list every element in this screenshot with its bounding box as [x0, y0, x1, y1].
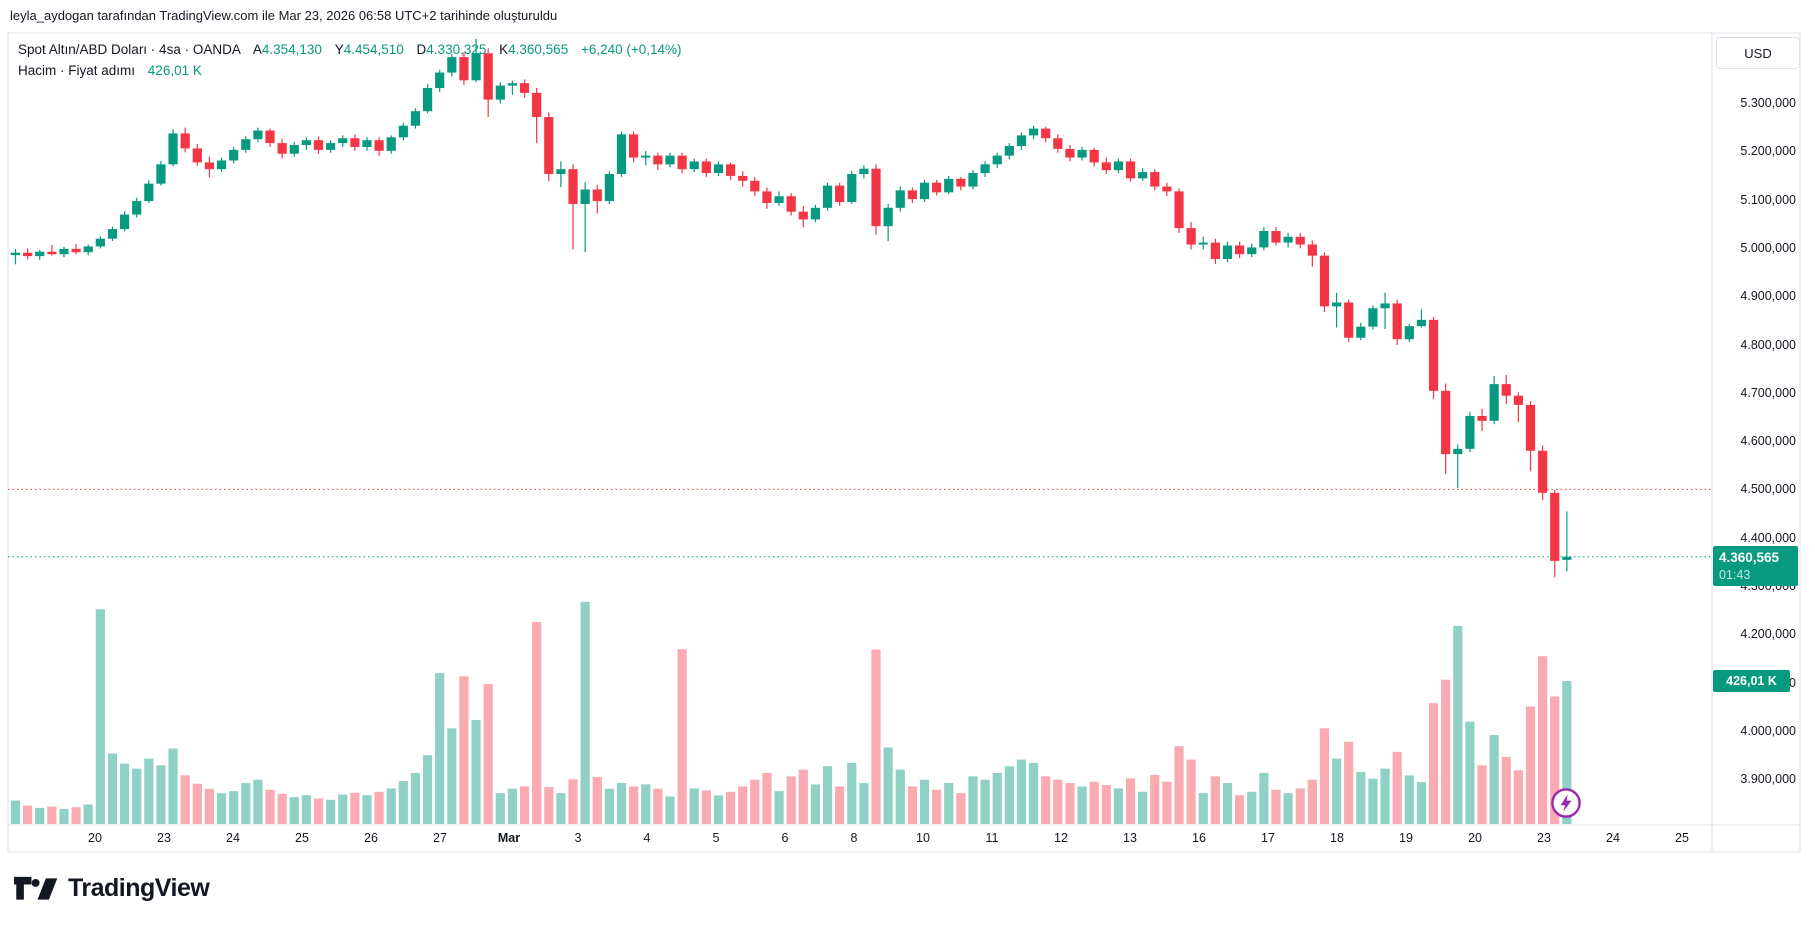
last-price-value: 4.360,565	[1719, 549, 1780, 565]
low-letter: D	[416, 42, 427, 57]
price-axis-label: 4.500,000	[1740, 482, 1796, 497]
currency-button[interactable]: USD	[1716, 37, 1800, 69]
high-value: 4.454,510	[343, 42, 404, 57]
ohlc-open: A4.354,130	[253, 42, 322, 57]
lightning-button[interactable]	[1550, 787, 1582, 819]
ohlc-close: K4.360,565	[499, 42, 568, 57]
low-value: 4.330,325	[426, 42, 487, 57]
candles	[10, 38, 1572, 578]
price-axis-label: 4.400,000	[1740, 530, 1796, 545]
volume-bars	[10, 601, 1572, 824]
time-axis-label: 11	[985, 831, 999, 845]
volume-badge: 426,01 K	[1713, 670, 1790, 693]
time-axis-label: 6	[781, 831, 789, 845]
price-axis-label: 4.700,000	[1740, 385, 1796, 400]
time-axis-label: 23	[157, 831, 171, 845]
last-price-badge: 4.360,565 01:43	[1713, 545, 1798, 586]
lightning-icon	[1551, 788, 1581, 818]
time-axis-label: 25	[1675, 831, 1689, 845]
tradingview-logo-text: TradingView	[68, 874, 210, 902]
price-axis-label: 5.200,000	[1740, 144, 1796, 159]
bar-countdown: 01:43	[1719, 567, 1751, 582]
high-letter: Y	[334, 42, 344, 57]
legend: Spot Altın/ABD Doları · 4sa · OANDA A4.3…	[18, 39, 682, 81]
open-letter: A	[252, 42, 262, 57]
time-axis-label: 25	[295, 831, 309, 845]
ohlc-high: Y4.454,510	[335, 42, 404, 57]
price-level-lines	[8, 488, 1712, 558]
chart-frame	[7, 32, 1801, 853]
symbol-title[interactable]: Spot Altın/ABD Doları · 4sa · OANDA	[18, 42, 241, 57]
time-axis-label: 10	[916, 831, 930, 845]
time-axis-label: 16	[1192, 831, 1206, 845]
change-value: +6,240 (+0,14%)	[580, 42, 682, 57]
time-axis-label: 17	[1261, 831, 1275, 845]
time-axis-label: 19	[1399, 831, 1413, 845]
time-axis-label: 13	[1123, 831, 1137, 845]
tradingview-logo[interactable]: TradingView	[14, 874, 210, 903]
tradingview-logo-icon	[14, 876, 58, 900]
time-axis-label: 27	[433, 831, 447, 845]
ohlc-low: D4.330,325	[417, 42, 487, 57]
price-axis-label: 4.600,000	[1740, 434, 1796, 449]
time-axis-label: 24	[226, 831, 240, 845]
time-axis-label: 26	[364, 831, 378, 845]
time-axis-label: 18	[1330, 831, 1344, 845]
attribution-text: leyla_aydogan tarafından TradingView.com…	[10, 8, 558, 23]
close-letter: K	[499, 42, 509, 57]
price-axis-label: 4.900,000	[1740, 289, 1796, 304]
price-axis-label: 4.200,000	[1740, 627, 1796, 642]
price-axis-label: 5.300,000	[1740, 96, 1796, 110]
price-axis-label: 5.000,000	[1740, 240, 1796, 255]
price-axis-label: 4.800,000	[1740, 337, 1796, 352]
time-axis-label: 20	[88, 831, 102, 845]
time-axis-label: Mar	[497, 831, 521, 845]
close-value: 4.360,565	[508, 42, 569, 57]
price-axis-label: 5.100,000	[1740, 192, 1796, 207]
time-axis-label: 23	[1537, 831, 1551, 845]
open-value: 4.354,130	[261, 42, 322, 57]
price-axis-label: 3.900,000	[1740, 772, 1796, 787]
time-axis-label: 8	[850, 831, 858, 845]
time-axis-label: 12	[1054, 831, 1068, 845]
time-axis-label: 3	[574, 831, 582, 845]
time-axis-label: 24	[1606, 831, 1620, 845]
time-axis-label: 4	[643, 831, 651, 845]
time-axis-label: 5	[712, 831, 720, 845]
volume-legend-value: 426,01 K	[147, 63, 202, 78]
time-axis-label: 20	[1468, 831, 1482, 845]
volume-legend-label: Hacim · Fiyat adımı	[18, 63, 136, 78]
price-axis-label: 4.000,000	[1740, 723, 1796, 738]
